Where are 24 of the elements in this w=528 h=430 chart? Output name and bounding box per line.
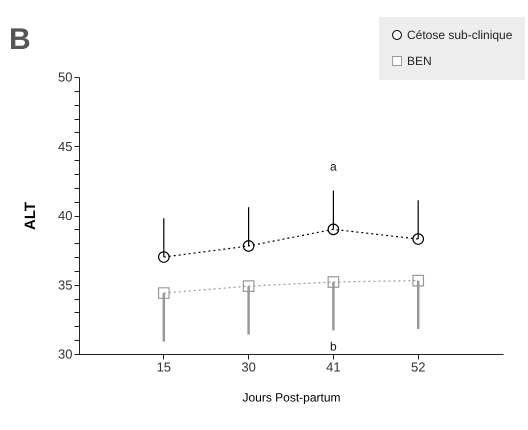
x-tick-label: 52 (410, 360, 426, 374)
y-tick-label: 35 (58, 277, 72, 292)
y-tick-label: 30 (58, 346, 72, 362)
x-tick-label: 15 (156, 360, 172, 374)
y-tick-label: 45 (58, 138, 72, 154)
point (328, 224, 340, 236)
x-axis-title: Jours Post-partum (242, 390, 341, 404)
y-tick-label: 50 (58, 70, 72, 84)
point (158, 287, 170, 299)
y-tick-label: 40 (58, 208, 72, 223)
chart-title: B (9, 23, 31, 56)
y-axis-title: ALT (22, 202, 40, 230)
legend-label: Cétose sub-clinique (407, 28, 513, 42)
legend-label: BEN (407, 54, 432, 68)
point (328, 276, 340, 288)
x-tick-label: 41 (326, 360, 341, 374)
annotation: b (330, 339, 338, 354)
point (242, 240, 254, 252)
point (158, 251, 170, 263)
point (412, 274, 424, 286)
annotation: a (330, 160, 338, 174)
x-tick-label: 30 (241, 360, 256, 374)
point (242, 280, 254, 292)
point (412, 233, 424, 245)
